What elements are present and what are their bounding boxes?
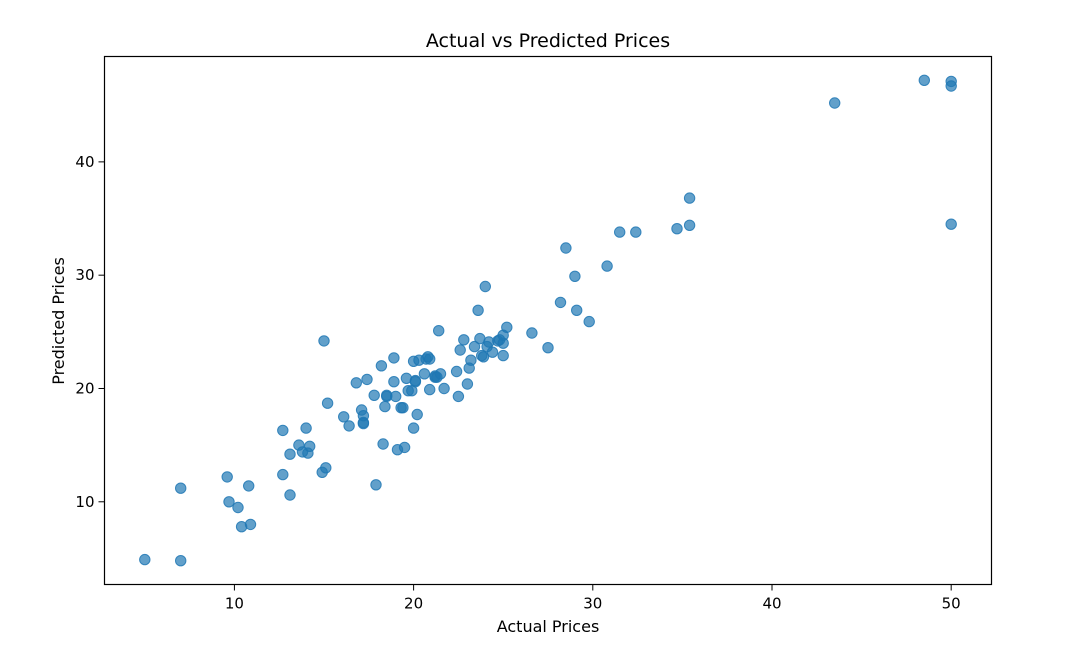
data-point xyxy=(318,335,330,347)
data-point xyxy=(458,334,470,346)
x-tick-label: 40 xyxy=(762,595,781,613)
data-point xyxy=(671,223,683,235)
data-point xyxy=(375,360,388,372)
y-axis-label: Predicted Prices xyxy=(49,257,68,385)
data-point xyxy=(526,327,538,339)
data-point xyxy=(232,501,244,514)
data-point xyxy=(388,352,400,364)
data-points xyxy=(139,74,957,567)
data-point xyxy=(407,422,420,434)
data-point xyxy=(945,80,957,92)
y-tick-label: 20 xyxy=(75,379,94,397)
data-point xyxy=(477,351,490,363)
data-point xyxy=(284,448,296,460)
data-point xyxy=(452,390,465,403)
data-point xyxy=(438,382,450,395)
data-point xyxy=(583,315,595,328)
data-point xyxy=(139,553,151,566)
data-point xyxy=(486,346,499,358)
data-point xyxy=(368,389,380,401)
x-axis-label: Actual Prices xyxy=(497,617,600,636)
data-point xyxy=(434,368,447,380)
data-point xyxy=(409,376,422,388)
data-point xyxy=(542,342,554,354)
data-point xyxy=(829,97,841,109)
data-point xyxy=(454,344,466,356)
data-point xyxy=(175,555,187,567)
data-point xyxy=(601,260,613,272)
data-point xyxy=(398,441,411,454)
data-point xyxy=(424,353,436,365)
x-tick-label: 30 xyxy=(583,595,602,613)
data-point xyxy=(918,74,930,87)
data-point xyxy=(388,376,400,388)
data-point xyxy=(175,482,187,494)
y-axis-ticks: 10 20 30 40 xyxy=(75,153,105,511)
x-axis-ticks: 10 20 30 40 50 xyxy=(225,584,961,613)
data-point xyxy=(501,321,513,333)
y-tick-label: 40 xyxy=(75,153,94,171)
y-tick-label: 10 xyxy=(75,493,94,511)
data-point xyxy=(390,390,402,403)
data-point xyxy=(560,242,572,254)
data-point xyxy=(377,438,389,450)
data-point xyxy=(472,304,484,316)
x-tick-label: 10 xyxy=(225,595,244,613)
data-point xyxy=(468,340,481,353)
data-point xyxy=(350,377,362,389)
data-point xyxy=(304,440,316,452)
data-point xyxy=(361,373,373,386)
data-point xyxy=(945,218,957,230)
plot-frame xyxy=(103,55,993,586)
data-point xyxy=(683,192,696,204)
data-point xyxy=(397,402,409,414)
data-point xyxy=(424,383,436,396)
data-point xyxy=(630,226,642,238)
x-tick-label: 20 xyxy=(404,595,423,613)
data-point xyxy=(300,422,312,434)
data-point xyxy=(614,226,626,238)
data-point xyxy=(411,408,423,421)
data-point xyxy=(223,496,235,508)
data-point xyxy=(338,411,350,423)
data-point xyxy=(554,296,567,309)
data-point xyxy=(284,489,296,501)
data-point xyxy=(569,270,581,282)
y-tick-label: 30 xyxy=(75,266,94,284)
data-point xyxy=(683,219,696,232)
data-point xyxy=(418,368,431,380)
data-point xyxy=(357,417,370,430)
data-point xyxy=(244,518,257,531)
data-point xyxy=(321,397,334,409)
data-point xyxy=(433,325,445,337)
data-point xyxy=(571,304,583,316)
data-point xyxy=(221,471,233,483)
data-point xyxy=(497,349,509,362)
data-point xyxy=(450,365,463,378)
data-point xyxy=(277,424,289,437)
chart-title: Actual vs Predicted Prices xyxy=(426,30,670,52)
data-point xyxy=(370,479,382,491)
x-tick-label: 50 xyxy=(942,595,961,613)
data-point xyxy=(379,400,391,413)
data-point xyxy=(479,280,491,293)
data-point xyxy=(465,354,477,366)
data-point xyxy=(461,378,474,390)
data-point xyxy=(243,480,255,492)
data-point xyxy=(320,462,332,474)
data-point xyxy=(277,468,289,481)
data-point xyxy=(343,420,355,432)
